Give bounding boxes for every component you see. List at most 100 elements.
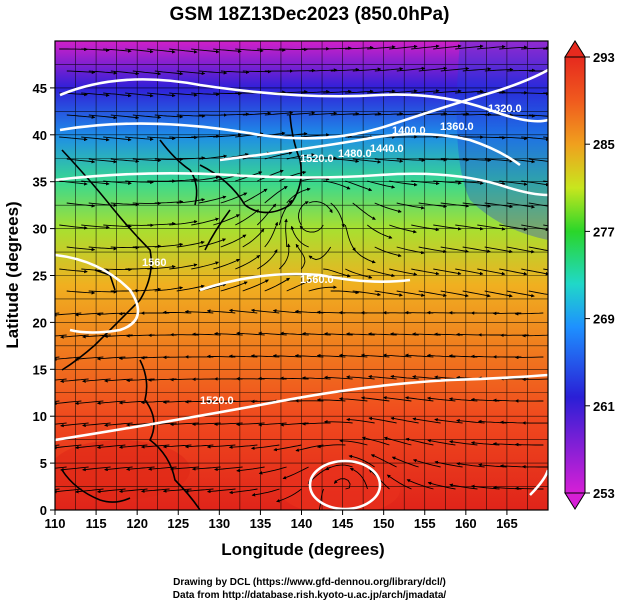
streamline: [352, 246, 376, 264]
streamline: [374, 67, 404, 72]
streamline: [330, 111, 360, 116]
streamline: [317, 444, 346, 449]
streamline: [370, 454, 397, 468]
streamline: [257, 169, 284, 182]
streamline: [308, 156, 338, 161]
streamline: [412, 458, 441, 468]
streamline: [338, 397, 368, 402]
streamline: [242, 228, 265, 248]
streamline: [462, 290, 491, 298]
credit-drawing: Drawing by DCL (https://www.gfd-dennou.o…: [173, 577, 446, 588]
streamline: [367, 89, 396, 94]
streamline: [521, 91, 548, 96]
streamline: [110, 158, 140, 163]
streamline: [242, 69, 272, 74]
streamline: [396, 290, 425, 297]
streamline: [345, 45, 374, 50]
streamline: [55, 444, 82, 450]
streamline: [282, 466, 309, 480]
streamline: [198, 70, 228, 75]
streamline: [514, 486, 544, 491]
streamline: [506, 114, 536, 118]
streamline: [273, 444, 302, 452]
streamline: [290, 225, 309, 248]
streamline: [308, 246, 332, 261]
streamline: [316, 398, 346, 402]
streamline: [103, 136, 132, 142]
streamline: [75, 488, 104, 494]
colorbar-tick-label: 261: [593, 399, 615, 414]
streamline: [81, 92, 110, 97]
streamline: [462, 202, 492, 208]
streamline: [367, 45, 396, 50]
streamline: [389, 268, 418, 276]
streamline: [499, 136, 528, 141]
streamline: [352, 112, 382, 116]
streamline: [522, 333, 548, 338]
streamline: [506, 202, 535, 209]
streamline: [528, 114, 548, 117]
streamline: [418, 290, 447, 298]
streamline: [433, 224, 462, 231]
streamline: [367, 268, 395, 278]
contour-label: 1520.0: [300, 153, 334, 165]
streamline: [276, 488, 302, 503]
streamline: [521, 224, 548, 232]
streamline: [66, 70, 96, 75]
streamline: [198, 195, 227, 204]
x-tick-label: 110: [45, 516, 66, 531]
streamline: [521, 180, 548, 187]
streamline: [521, 46, 548, 50]
streamline: [330, 202, 345, 228]
streamline: [406, 479, 434, 490]
y-tick-label: 30: [33, 222, 47, 237]
streamline: [169, 48, 198, 54]
streamline: [125, 92, 154, 98]
streamline: [81, 224, 110, 230]
streamline: [412, 417, 441, 424]
streamline: [284, 218, 288, 248]
streamline: [455, 268, 484, 276]
streamline: [528, 202, 548, 207]
streamline: [396, 202, 425, 210]
streamline: [59, 268, 88, 274]
colorbar-min-arrow: [564, 492, 586, 510]
streamline: [528, 290, 548, 295]
streamline: [374, 202, 402, 213]
streamline: [368, 416, 397, 424]
streamline: [390, 416, 419, 424]
streamline: [154, 70, 184, 76]
contour-label: 1560.0: [300, 274, 334, 286]
streamline: [264, 186, 288, 204]
streamline: [66, 202, 96, 208]
streamline: [389, 89, 418, 94]
streamline: [220, 192, 248, 204]
streamline: [389, 44, 418, 50]
streamline: [389, 224, 417, 234]
streamline: [455, 180, 484, 185]
streamline: [361, 396, 390, 402]
streamline: [396, 158, 426, 163]
streamline: [110, 202, 140, 207]
streamline: [499, 180, 528, 186]
streamline: [374, 246, 402, 258]
streamline: [228, 444, 258, 449]
colorbar-tick-label: 269: [593, 312, 615, 327]
streamline: [191, 134, 220, 139]
streamline: [176, 114, 206, 118]
streamline: [308, 285, 337, 292]
streamline: [198, 238, 227, 248]
streamline: [60, 466, 89, 472]
streamline: [82, 466, 111, 472]
x-tick-label: 140: [291, 516, 313, 531]
streamline: [213, 133, 242, 138]
streamline: [499, 45, 528, 50]
streamline: [176, 198, 206, 204]
streamline: [220, 112, 250, 116]
streamline: [440, 158, 470, 162]
streamline: [169, 92, 198, 97]
streamline: [147, 221, 176, 226]
streamline: [514, 312, 544, 316]
streamline: [418, 66, 448, 72]
colorbar-tick-label: 293: [593, 50, 615, 65]
